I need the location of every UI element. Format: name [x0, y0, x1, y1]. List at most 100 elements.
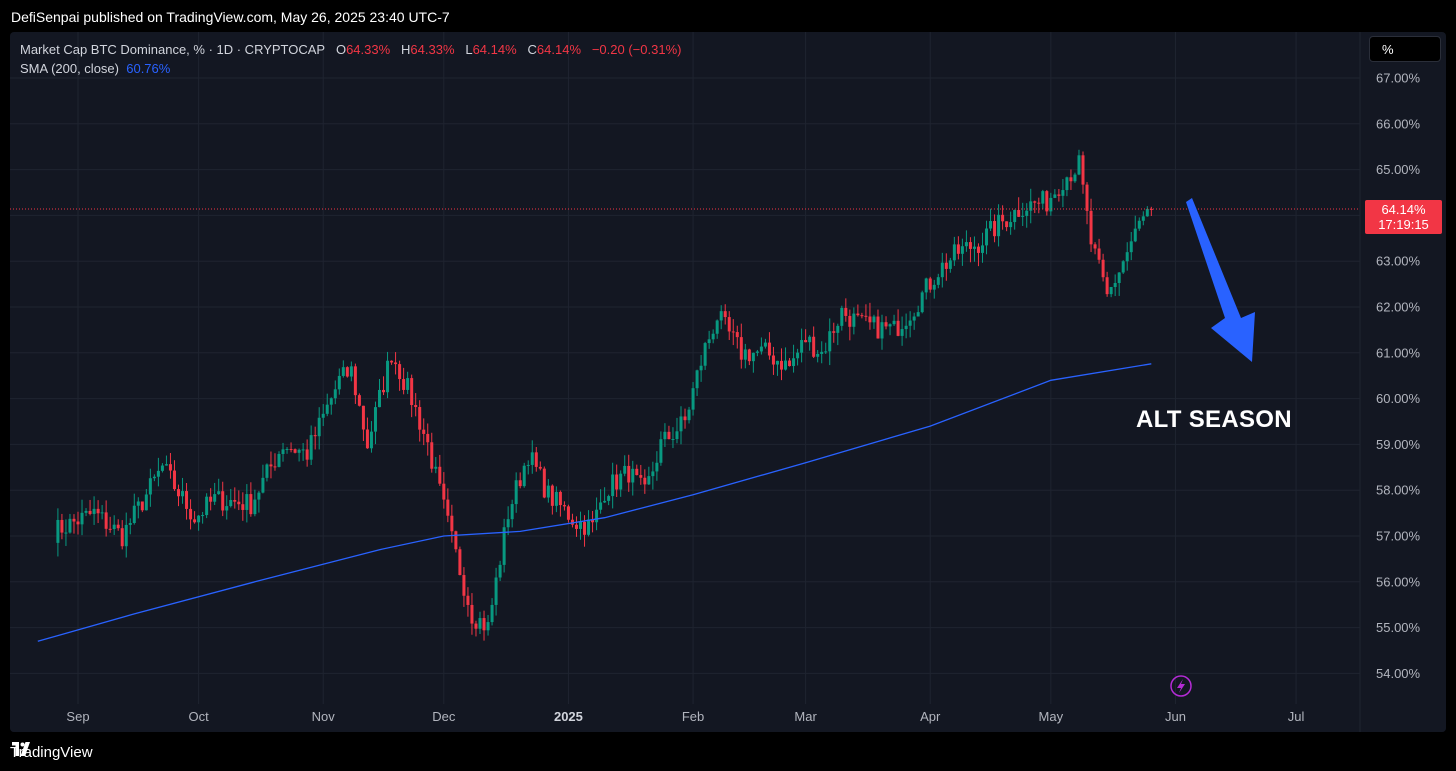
candle-body	[454, 531, 458, 550]
candle-body	[1025, 210, 1029, 216]
candle-body	[116, 524, 120, 529]
candle-body	[976, 246, 980, 253]
candle-body	[780, 360, 783, 370]
candle-body	[257, 492, 261, 500]
y-tick-label: 67.00%	[1376, 71, 1421, 86]
candle-body	[554, 491, 558, 506]
percent-scale-button[interactable]: %	[1369, 36, 1441, 62]
candle-body	[558, 491, 562, 506]
y-tick-label: 61.00%	[1376, 345, 1421, 360]
bar-countdown: 17:19:15	[1378, 217, 1429, 232]
candle-body	[229, 500, 233, 507]
candle-body	[635, 468, 639, 476]
candle-body	[771, 355, 775, 365]
candle-body	[707, 339, 711, 344]
candle-body	[796, 352, 800, 359]
candle-body	[156, 470, 160, 477]
candle-body	[337, 375, 341, 390]
last-price-value: 64.14%	[1381, 202, 1426, 217]
candle-body	[735, 332, 739, 338]
candle-body	[369, 431, 373, 449]
legend-symbol[interactable]: Market Cap BTC Dominance, % · 1D · CRYPT…	[20, 42, 326, 57]
candle-body	[956, 244, 960, 254]
candle-body	[960, 246, 964, 254]
candle-body	[1029, 201, 1033, 211]
x-tick-label: Sep	[66, 709, 89, 724]
candle-body	[808, 336, 812, 343]
candle-body	[1141, 216, 1145, 221]
candle-body	[1109, 287, 1113, 295]
candle-body	[1057, 194, 1061, 196]
candle-body	[546, 485, 550, 498]
candle-body	[940, 262, 944, 278]
candle-body	[880, 322, 884, 339]
candlestick-chart[interactable]: 67.00%66.00%65.00%64.00%63.00%62.00%61.0…	[10, 32, 1446, 732]
candle-body	[209, 496, 213, 502]
candle-body	[172, 470, 176, 490]
candle-body	[876, 316, 880, 339]
candle-body	[434, 466, 438, 469]
legend-low-label: L	[465, 42, 473, 57]
candle-body	[595, 509, 599, 523]
candle-body	[719, 311, 723, 321]
candle-body	[148, 478, 152, 495]
candle-body	[924, 278, 928, 293]
candle-body	[788, 360, 792, 367]
legend-close-label: C	[527, 42, 537, 57]
candle-body	[723, 311, 727, 318]
candle-body	[281, 449, 285, 455]
candle-body	[241, 504, 245, 510]
candle-body	[80, 512, 84, 525]
candle-body	[952, 244, 956, 261]
candle-body	[985, 228, 989, 246]
legend-high-value: 64.33%	[410, 42, 455, 57]
candle-body	[1097, 248, 1101, 260]
candle-body	[301, 449, 305, 451]
candle-body	[317, 417, 321, 437]
candle-body	[92, 508, 96, 514]
candle-body	[1077, 155, 1081, 175]
candle-body	[836, 325, 840, 333]
candle-body	[715, 320, 719, 334]
candle-body	[450, 515, 454, 532]
candle-body	[1069, 177, 1073, 182]
lightning-icon	[1170, 675, 1192, 697]
candle-body	[353, 366, 357, 396]
candle-body	[205, 496, 209, 516]
candle-body	[591, 519, 595, 523]
candle-body	[386, 360, 390, 393]
candle-body	[860, 315, 864, 317]
candle-body	[1149, 208, 1153, 210]
candle-body	[784, 360, 788, 370]
candle-body	[675, 431, 679, 440]
candle-body	[868, 316, 872, 323]
candle-body	[1093, 244, 1097, 249]
candle-body	[888, 324, 892, 327]
candle-body	[1121, 261, 1125, 273]
candle-body	[611, 474, 615, 497]
candle-body	[168, 464, 172, 471]
legend-sma-label[interactable]: SMA (200, close)	[20, 61, 119, 76]
candle-body	[1005, 221, 1009, 228]
chart-frame[interactable]: 67.00%66.00%65.00%64.00%63.00%62.00%61.0…	[10, 32, 1446, 732]
candle-body	[265, 464, 269, 478]
candle-body	[132, 505, 136, 523]
candle-body	[486, 622, 490, 631]
candle-body	[84, 510, 88, 513]
candle-body	[108, 528, 112, 530]
candle-body	[430, 442, 434, 469]
candle-body	[1037, 202, 1041, 204]
candle-body	[816, 353, 820, 357]
candle-body	[904, 325, 908, 330]
candle-body	[221, 491, 225, 511]
candle-body	[792, 358, 796, 367]
candle-body	[333, 389, 337, 399]
candle-body	[639, 475, 643, 478]
candle-body	[446, 499, 450, 516]
legend-open-value: 64.33%	[346, 42, 391, 57]
candle-body	[482, 618, 486, 631]
x-axis-band	[10, 704, 1446, 732]
candle-body	[313, 435, 317, 437]
candle-body	[840, 307, 844, 326]
candle-body	[357, 395, 361, 406]
